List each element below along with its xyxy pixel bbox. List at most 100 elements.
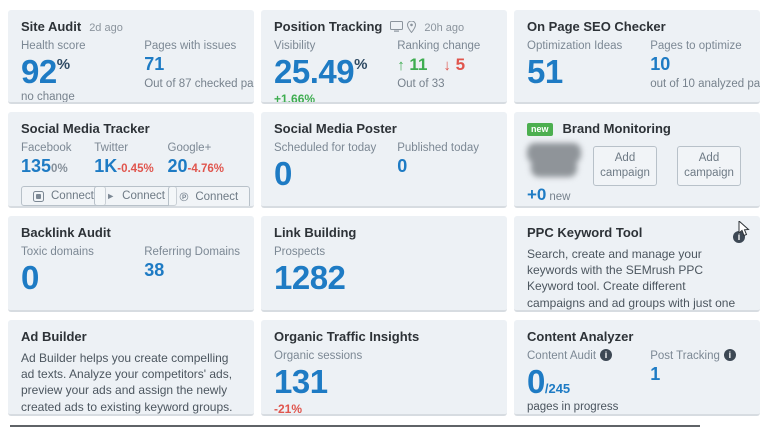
card-link-building: Link Building Prospects 1282 — [261, 216, 507, 312]
add-campaign-button[interactable]: Add campaign — [677, 146, 741, 186]
visibility-value-row: 25.49% — [274, 55, 397, 88]
card-backlink-audit: Backlink Audit Toxic domains 0 Referring… — [8, 216, 254, 312]
pages-optimize-block: Pages to optimize 10 out of 10 analyzed … — [650, 40, 760, 90]
connect-youtube-button[interactable]: ► Connect — [94, 186, 178, 206]
post-tracking-label: Post Tracking — [650, 350, 720, 363]
page-bottom-divider — [10, 425, 700, 427]
desktop-icon — [390, 21, 404, 32]
referring-domains-value: 38 — [144, 260, 165, 280]
position-tracking-title[interactable]: Position Tracking — [274, 19, 383, 34]
ranking-up-value: 11 — [409, 55, 428, 74]
card-ppc-keyword-tool: i PPC Keyword Tool Search, create and ma… — [514, 216, 760, 312]
connect-youtube-cell: ► Connect — [94, 186, 178, 206]
health-score-value-row: 92% — [21, 55, 144, 88]
social-poster-title[interactable]: Social Media Poster — [274, 121, 397, 136]
mentions-new-label: new — [549, 191, 571, 203]
content-analyzer-stats: Content Audit i 0/245 pages in progress P… — [527, 349, 747, 414]
backlink-audit-title[interactable]: Backlink Audit — [21, 225, 111, 240]
connect-pinterest-button[interactable]: ℗ Connect — [167, 186, 251, 206]
toxic-domains-value: 0 — [21, 259, 39, 296]
add-campaign-button[interactable]: Add campaign — [593, 146, 657, 186]
card-grid: Site Audit 2d ago Health score 92% no ch… — [8, 10, 760, 416]
link-building-title[interactable]: Link Building — [274, 225, 357, 240]
pages-issues-block: Pages with issues 71 Out of 87 checked p… — [144, 40, 254, 102]
scheduled-value: 0 — [274, 155, 292, 192]
content-analyzer-header: Content Analyzer — [527, 329, 747, 344]
googleplus-stat: Google+ 20-4.76% — [168, 142, 241, 177]
ranking-change-values: ↑ 11 ↓ 5 — [397, 55, 494, 75]
social-poster-stats: Scheduled for today 0 Published today 0 — [274, 142, 494, 190]
pages-optimize-label: Pages to optimize — [650, 40, 742, 52]
ad-builder-description: Ad Builder helps you create compelling a… — [21, 351, 233, 414]
pages-issues-label: Pages with issues — [144, 40, 237, 52]
social-tracker-title[interactable]: Social Media Tracker — [21, 121, 150, 136]
brand-monitoring-header: new Brand Monitoring — [527, 121, 747, 137]
scheduled-label: Scheduled for today — [274, 142, 377, 154]
ranking-up: ↑ 11 — [397, 55, 427, 75]
twitter-stat: Twitter 1K-0.45% — [94, 142, 167, 177]
ranking-down: ↓ 5 — [443, 55, 465, 75]
pages-optimize-sub: out of 10 analyzed pages — [650, 77, 760, 90]
content-audit-label: Content Audit — [527, 350, 597, 363]
organic-sessions-label: Organic sessions — [274, 350, 363, 362]
visibility-unit: % — [354, 56, 368, 73]
post-tracking-block: Post Tracking i 1 — [650, 349, 747, 413]
redacted-campaign-thumbnail — [527, 143, 581, 177]
card-social-media-poster: Social Media Poster Scheduled for today … — [261, 112, 507, 208]
organic-sessions-change: -21% — [274, 402, 303, 416]
social-networks-row: Facebook 1350% Twitter 1K-0.45% Google+ … — [21, 142, 241, 177]
ppc-keyword-header: PPC Keyword Tool — [527, 225, 747, 240]
connect-pinterest-cell: ℗ Connect — [167, 186, 251, 206]
social-poster-header: Social Media Poster — [274, 121, 494, 136]
card-on-page-seo-checker: On Page SEO Checker Optimization Ideas 5… — [514, 10, 760, 104]
optimization-ideas-value: 51 — [527, 53, 563, 90]
content-audit-total: /245 — [544, 381, 571, 397]
organic-traffic-header: Organic Traffic Insights — [274, 329, 494, 344]
content-analyzer-title[interactable]: Content Analyzer — [527, 329, 634, 344]
referring-domains-block: Referring Domains 38 — [144, 246, 241, 294]
cursor-overlay: i — [729, 221, 751, 247]
ranking-change-block: Ranking change ↑ 11 ↓ 5 Out of 33 — [397, 40, 494, 102]
ad-builder-title[interactable]: Ad Builder — [21, 329, 87, 344]
ranking-change-sub: Out of 33 — [397, 78, 445, 90]
instagram-icon — [33, 190, 44, 202]
health-score-block: Health score 92% no change — [21, 40, 144, 103]
info-icon[interactable]: i — [723, 349, 736, 361]
content-audit-block: Content Audit i 0/245 pages in progress — [527, 349, 650, 414]
organic-traffic-title[interactable]: Organic Traffic Insights — [274, 329, 420, 344]
optimization-ideas-label: Optimization Ideas — [527, 40, 623, 52]
site-audit-stats: Health score 92% no change Pages with is… — [21, 40, 254, 103]
card-organic-traffic-insights: Organic Traffic Insights Organic session… — [261, 320, 507, 416]
connect-instagram-cell: Connect — [21, 186, 106, 206]
visibility-value: 25.49 — [274, 53, 355, 90]
health-score-change: no change — [21, 91, 75, 103]
post-tracking-label-row: Post Tracking i — [650, 349, 747, 363]
on-page-seo-title[interactable]: On Page SEO Checker — [527, 19, 666, 34]
ppc-keyword-title[interactable]: PPC Keyword Tool — [527, 225, 643, 240]
info-icon[interactable]: i — [600, 349, 613, 361]
position-tracking-header: Position Tracking 20h ago — [274, 19, 494, 34]
card-social-media-tracker: Social Media Tracker Facebook 1350% Twit… — [8, 112, 254, 208]
organic-sessions-block: Organic sessions 131 -21% — [274, 350, 494, 416]
content-audit-sub: pages in progress — [527, 401, 619, 414]
link-building-header: Link Building — [274, 225, 494, 240]
site-audit-title[interactable]: Site Audit — [21, 19, 82, 34]
googleplus-change: -4.76% — [187, 163, 224, 175]
brand-monitoring-title[interactable]: Brand Monitoring — [562, 121, 671, 136]
content-audit-value: 0 — [527, 363, 545, 401]
connect-buttons-row: Connect ► Connect ℗ Connect — [21, 186, 251, 206]
card-site-audit: Site Audit 2d ago Health score 92% no ch… — [8, 10, 254, 104]
position-tracking-header-icons — [390, 20, 417, 33]
cursor-icon — [738, 221, 750, 237]
twitter-label: Twitter — [94, 142, 129, 154]
googleplus-label: Google+ — [167, 142, 212, 154]
twitter-value: 1K — [94, 156, 118, 176]
brand-monitoring-content: +0 new Add campaign Add campaign — [527, 143, 747, 205]
info-icon[interactable]: i — [733, 231, 745, 243]
googleplus-value-row: 20-4.76% — [168, 156, 241, 177]
organic-sessions-value: 131 — [274, 363, 328, 400]
connect-instagram-button[interactable]: Connect — [21, 186, 106, 206]
site-audit-header: Site Audit 2d ago — [21, 19, 241, 34]
pages-optimize-value: 10 — [650, 54, 671, 74]
